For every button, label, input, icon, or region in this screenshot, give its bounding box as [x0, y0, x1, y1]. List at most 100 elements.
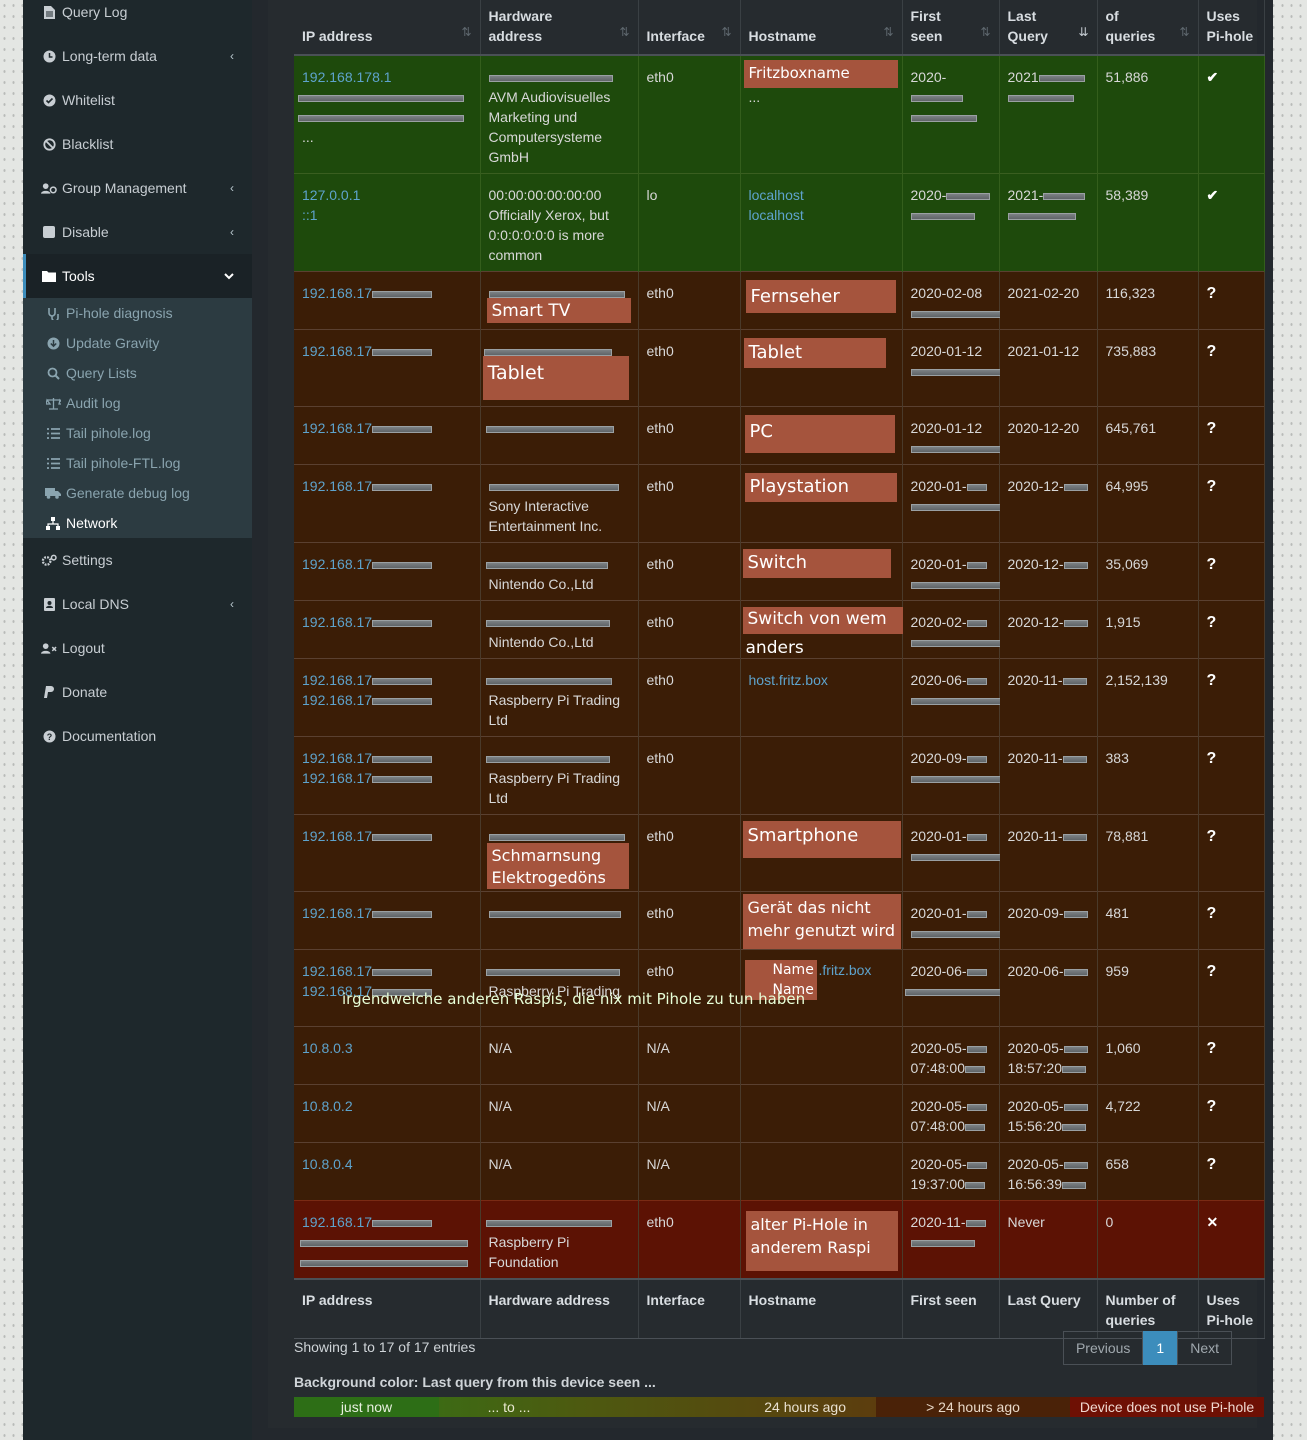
vendor-text: Sony Interactive Entertainment Inc.: [488, 498, 603, 534]
col-footer-first-seen: First seen: [902, 1278, 1000, 1339]
redaction-bar: [1062, 755, 1087, 763]
sidebar-item-donate[interactable]: Donate: [23, 670, 252, 714]
question-icon: ?: [1206, 1098, 1217, 1115]
sidebar-subitem-generate-debug-log[interactable]: Generate debug log: [23, 478, 252, 508]
sidebar-item-query-log[interactable]: Query Log: [23, 0, 252, 34]
ip-link[interactable]: 192.168.17: [302, 750, 373, 766]
ip-link[interactable]: 192.168.17: [302, 343, 373, 359]
table-row[interactable]: 192.168.17 Nintendo Co.,Ltd eth0 Switch …: [294, 600, 1265, 659]
header-label: IP address: [302, 28, 373, 44]
sidebar-subitem-tail-ftl-log[interactable]: Tail pihole-FTL.log: [23, 448, 252, 478]
table-row[interactable]: 10.8.0.2 N/A N/A 2020-05- 07:48:00 2020-0…: [294, 1084, 1265, 1143]
queries-cell: 383: [1097, 736, 1199, 815]
table-row[interactable]: 192.168.17 Tablet eth0 Tablet 2020-01-12…: [294, 329, 1265, 407]
redaction-bar: [966, 561, 987, 569]
check-circle-icon: [41, 94, 57, 107]
date-text: 2021-: [1007, 187, 1044, 203]
legend-24h: 24 hours ago: [579, 1397, 876, 1417]
previous-button[interactable]: Previous: [1062, 1331, 1144, 1365]
redaction-bar: [298, 94, 464, 102]
hw-cell: AVM Audiovisuelles Marketing und Compute…: [480, 54, 639, 174]
table-row[interactable]: 192.168.17 eth0 PC 2020-01-12 2020-12-20…: [294, 406, 1265, 465]
table-row[interactable]: 192.168.17 192.168.17 Raspberry Pi Tradin…: [294, 949, 1265, 1027]
ip-link[interactable]: 192.168.17: [302, 983, 373, 999]
table-row[interactable]: 192.168.17 Sony Interactive Entertainmen…: [294, 464, 1265, 543]
hostname-link[interactable]: localhost: [748, 207, 804, 223]
sidebar-item-whitelist[interactable]: Whitelist: [23, 78, 252, 122]
col-header-ip[interactable]: IP address ⇅: [294, 0, 481, 55]
table-row[interactable]: 192.168.17 eth0 Gerät das nicht mehr gen…: [294, 891, 1265, 950]
redaction-bar: [965, 1219, 986, 1227]
table-row[interactable]: 10.8.0.3 N/A N/A 2020-05- 07:48:00 2020-0…: [294, 1026, 1265, 1085]
ip-link[interactable]: 192.168.17: [302, 672, 373, 688]
ip-link[interactable]: 127.0.0.1: [302, 187, 361, 203]
ip-link[interactable]: 192.168.17: [302, 770, 373, 786]
ip-link[interactable]: 192.168.17: [302, 285, 373, 301]
sidebar-item-settings[interactable]: Settings: [23, 538, 252, 582]
ip-link[interactable]: 10.8.0.3: [302, 1040, 353, 1056]
sidebar-item-local-dns[interactable]: Local DNS ‹: [23, 582, 252, 626]
hostname-link[interactable]: host.fritz.box: [748, 672, 828, 688]
col-header-uses-pihole[interactable]: Uses Pi-hole: [1198, 0, 1265, 55]
ip-link[interactable]: 192.168.17: [302, 905, 373, 921]
ip-link[interactable]: 192.168.178.1: [302, 69, 392, 85]
col-header-hw[interactable]: Hardware address ⇅: [480, 0, 639, 55]
col-header-hostname[interactable]: Hostname ⇅: [740, 0, 903, 55]
sidebar-item-group-management[interactable]: Group Management ‹: [23, 166, 252, 210]
uses-pihole-cell: ?: [1198, 1084, 1265, 1143]
table-row[interactable]: 10.8.0.4 N/A N/A 2020-05- 19:37:00 2020-0…: [294, 1142, 1265, 1201]
sidebar-item-documentation[interactable]: ? Documentation: [23, 714, 252, 758]
sidebar-subitem-tail-pihole-log[interactable]: Tail pihole.log: [23, 418, 252, 448]
table-row[interactable]: 192.168.17 Schmarnsung Elektrogedöns eth…: [294, 814, 1265, 892]
sidebar-subitem-pihole-diagnosis[interactable]: Pi-hole diagnosis: [23, 298, 252, 328]
main-content: IP address ⇅ Hardware address ⇅ Interface ⇅ …: [252, 0, 1273, 1440]
ip-link[interactable]: 10.8.0.4: [302, 1156, 353, 1172]
hostname-link[interactable]: .fritz.box: [818, 962, 872, 978]
table-row[interactable]: 192.168.178.1 ... AVM Audiovisuelles Mar…: [294, 54, 1265, 174]
next-button[interactable]: Next: [1177, 1331, 1232, 1365]
ip-link[interactable]: ::1: [302, 207, 318, 223]
sidebar-item-tools[interactable]: Tools: [23, 254, 252, 298]
ip-link[interactable]: 192.168.17: [302, 420, 373, 436]
legend-over-24h: > 24 hours ago: [876, 1397, 1070, 1417]
sidebar-item-long-term-data[interactable]: Long-term data ‹: [23, 34, 252, 78]
table-row[interactable]: 192.168.17 192.168.17 Raspberry Pi Tradin…: [294, 736, 1265, 815]
col-header-last-query[interactable]: Last Query ⇊: [999, 0, 1098, 55]
sidebar-item-logout[interactable]: Logout: [23, 626, 252, 670]
col-header-queries[interactable]: of queries ⇅: [1097, 0, 1199, 55]
ip-link[interactable]: 192.168.17: [302, 614, 373, 630]
uses-pihole-cell: ?: [1198, 891, 1265, 950]
interface-cell: N/A: [638, 1026, 741, 1085]
ip-link[interactable]: 192.168.17: [302, 556, 373, 572]
ip-link[interactable]: 192.168.17: [302, 1214, 373, 1230]
first-seen-cell: 2020-01-: [902, 542, 1087, 601]
col-header-interface[interactable]: Interface ⇅: [638, 0, 741, 55]
sidebar-item-disable[interactable]: Disable ‹: [23, 210, 252, 254]
ip-link[interactable]: 192.168.17: [302, 963, 373, 979]
col-header-first-seen[interactable]: First seen ⇅: [902, 0, 1000, 55]
ip-link[interactable]: 192.168.17: [302, 478, 373, 494]
last-query-cell: 2020-09-: [999, 891, 1098, 950]
sidebar-subitem-audit-log[interactable]: Audit log: [23, 388, 252, 418]
sidebar-subitem-query-lists[interactable]: Query Lists: [23, 358, 252, 388]
redaction-bar: [966, 677, 987, 685]
sort-desc-icon: ⇊: [1078, 25, 1089, 39]
table-row[interactable]: 127.0.0.1::1 00:00:00:00:00:00 Officially…: [294, 173, 1265, 272]
sidebar-item-blacklist[interactable]: Blacklist: [23, 122, 252, 166]
ip-link[interactable]: 10.8.0.2: [302, 1098, 353, 1114]
hw-cell: [480, 406, 639, 465]
hostname-link[interactable]: localhost: [748, 187, 804, 203]
sidebar-subitem-update-gravity[interactable]: Update Gravity: [23, 328, 252, 358]
hostname-cell: [740, 736, 903, 815]
page-1-button[interactable]: 1: [1143, 1331, 1178, 1365]
table-row[interactable]: 192.168.17 192.168.17 Raspberry Pi Tradin…: [294, 658, 1265, 737]
table-row[interactable]: 192.168.17 Nintendo Co.,Ltd eth0 Switch …: [294, 542, 1265, 601]
ip-link[interactable]: 192.168.17: [302, 828, 373, 844]
queries-cell: 2,152,139: [1097, 658, 1199, 737]
redaction-bar: [966, 1103, 987, 1111]
ip-link[interactable]: 192.168.17: [302, 692, 373, 708]
table-row[interactable]: 192.168.17 Raspberry Pi Foundation eth0 …: [294, 1200, 1265, 1279]
table-row[interactable]: 192.168.17 Smart TV eth0 Fernseher 2020-…: [294, 271, 1265, 330]
redaction-bar: [1038, 74, 1085, 82]
sidebar-subitem-network[interactable]: Network: [23, 508, 252, 538]
